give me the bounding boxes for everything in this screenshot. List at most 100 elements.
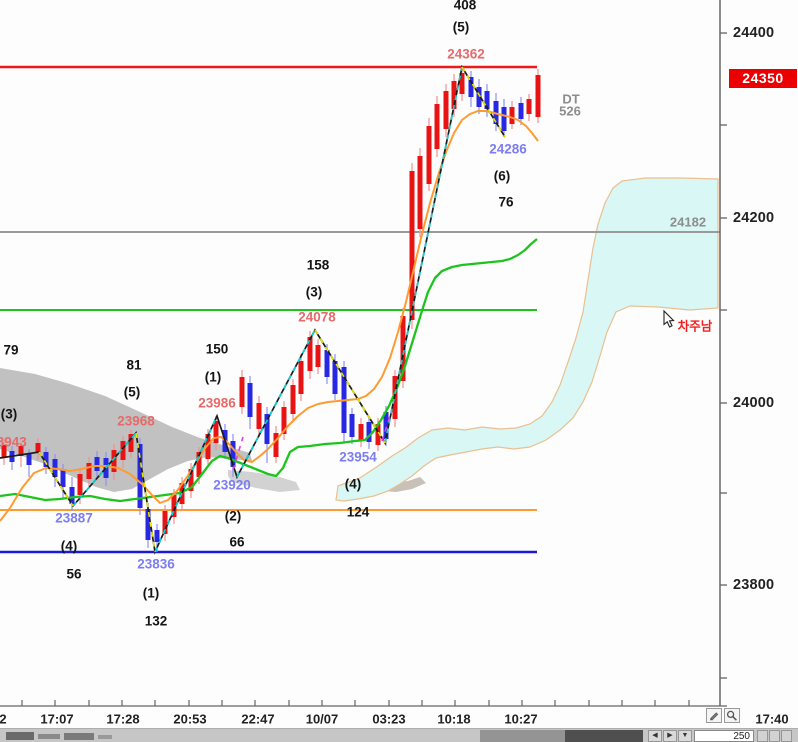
price-axis-label: 24000 [733, 394, 775, 411]
candle-body [26, 454, 32, 465]
ichimoku-cloud-future [335, 177, 719, 502]
minimap-smudge [98, 735, 112, 739]
candle-body [434, 104, 440, 149]
ichimoku-cloud-gray [0, 368, 252, 492]
chart-style-icon[interactable] [757, 730, 768, 742]
gray-value-label: 526 [559, 103, 581, 119]
swing-high-price-label: 24078 [298, 309, 336, 325]
wave-count-label: 150 [205, 341, 229, 357]
wave-count-label: (5) [452, 19, 470, 35]
wave-count-label: 158 [306, 257, 330, 273]
time-axis-label: 2 [0, 711, 7, 727]
zigzag-dash [72, 432, 137, 507]
candle-body [468, 77, 474, 97]
minimap-smudge [6, 732, 34, 740]
candle-body [332, 361, 338, 394]
wave-count-label: (4) [60, 538, 78, 554]
candle-body [501, 107, 507, 131]
candle-body [43, 452, 49, 467]
wave-count-label: 76 [498, 194, 514, 210]
candle-body [247, 383, 253, 417]
zigzag-dash [154, 415, 218, 553]
wave-count-label: (4) [344, 476, 362, 492]
candle-body [459, 73, 465, 94]
time-axis-label: 22:47 [241, 711, 275, 727]
candle-body [264, 414, 270, 444]
candle-body [230, 441, 236, 467]
swing-low-price-label: 23887 [55, 510, 93, 526]
candle-body [400, 316, 406, 381]
candle-body [213, 421, 219, 443]
candle-body [375, 424, 381, 445]
candle-body [256, 403, 262, 429]
wave-count-label: 81 [126, 357, 142, 373]
scroll-left-button[interactable]: ◀ [648, 730, 662, 742]
wave-count-label: (1) [204, 369, 222, 385]
wave-count-label: 132 [144, 613, 168, 629]
candle-body [1, 445, 7, 458]
candle-body [120, 441, 126, 460]
time-axis-label: 17:07 [40, 711, 74, 727]
wave-count-label: 56 [66, 566, 82, 582]
swing-high-price-label: 23968 [117, 413, 155, 429]
wave-count-label: 408 [453, 0, 477, 13]
zigzag-dash [384, 66, 463, 444]
price-axis-label: 23800 [733, 576, 775, 593]
zigzag-dash [135, 432, 156, 553]
candle-body [273, 433, 279, 457]
candle-body [94, 457, 100, 471]
candle-body [145, 509, 151, 540]
draw-tool-button[interactable] [706, 708, 722, 723]
scrollbar-thumb[interactable] [480, 730, 643, 742]
candle-body [35, 443, 41, 452]
candle-body [535, 75, 541, 117]
gray-value-label: 24182 [669, 214, 707, 230]
ma-fast-orange [0, 110, 539, 522]
price-axis-label: 24400 [733, 24, 775, 41]
settings-icon[interactable] [781, 730, 792, 742]
candle-body [358, 424, 364, 441]
scroll-end-button[interactable]: ▼ [678, 730, 692, 742]
candle-body [281, 407, 287, 434]
candle-body [196, 452, 202, 477]
candle-body [509, 107, 515, 124]
wave-count-label: (3) [305, 284, 323, 300]
bottom-scrollbar-strip[interactable]: ◀ ▶ ▼ [0, 728, 798, 742]
swing-low-price-label: 23836 [137, 556, 175, 572]
candle-body [451, 81, 457, 109]
candle-body [239, 377, 245, 407]
candle-body [349, 414, 355, 437]
swing-high-price-label: 24362 [447, 46, 485, 62]
time-axis-label: 10/07 [305, 711, 339, 727]
time-axis-label: 20:53 [173, 711, 207, 727]
candle-body [137, 444, 143, 508]
candle-body [366, 422, 372, 442]
wave-count-label: 124 [346, 504, 370, 520]
candle-body [383, 412, 389, 439]
candle-body [128, 434, 134, 452]
pencil-icon [710, 712, 719, 721]
candle-body [307, 337, 313, 371]
candle-body [205, 434, 211, 459]
indicator-icon[interactable] [769, 730, 780, 742]
bar-count-input[interactable] [694, 730, 754, 742]
scroll-right-button[interactable]: ▶ [663, 730, 677, 742]
current-price-badge: 24350 [729, 69, 797, 88]
time-axis-label: 17:28 [106, 711, 140, 727]
gray-value-label: DT [562, 91, 580, 107]
zigzag-dash [236, 329, 316, 478]
zigzag-dash [461, 66, 506, 138]
candle-body [290, 385, 296, 414]
candle-body [526, 99, 532, 114]
candle-body [154, 530, 160, 542]
candle-body [69, 487, 75, 504]
zoom-tool-button[interactable] [724, 708, 740, 723]
candle-body [188, 469, 194, 491]
time-axis-label: 17:40 [755, 711, 789, 727]
ichimoku-cloud-gray-2 [228, 470, 300, 492]
time-axis-label: 10:18 [437, 711, 471, 727]
scrollbar-thumb-dark [565, 730, 643, 742]
minimap-smudge [38, 734, 60, 739]
